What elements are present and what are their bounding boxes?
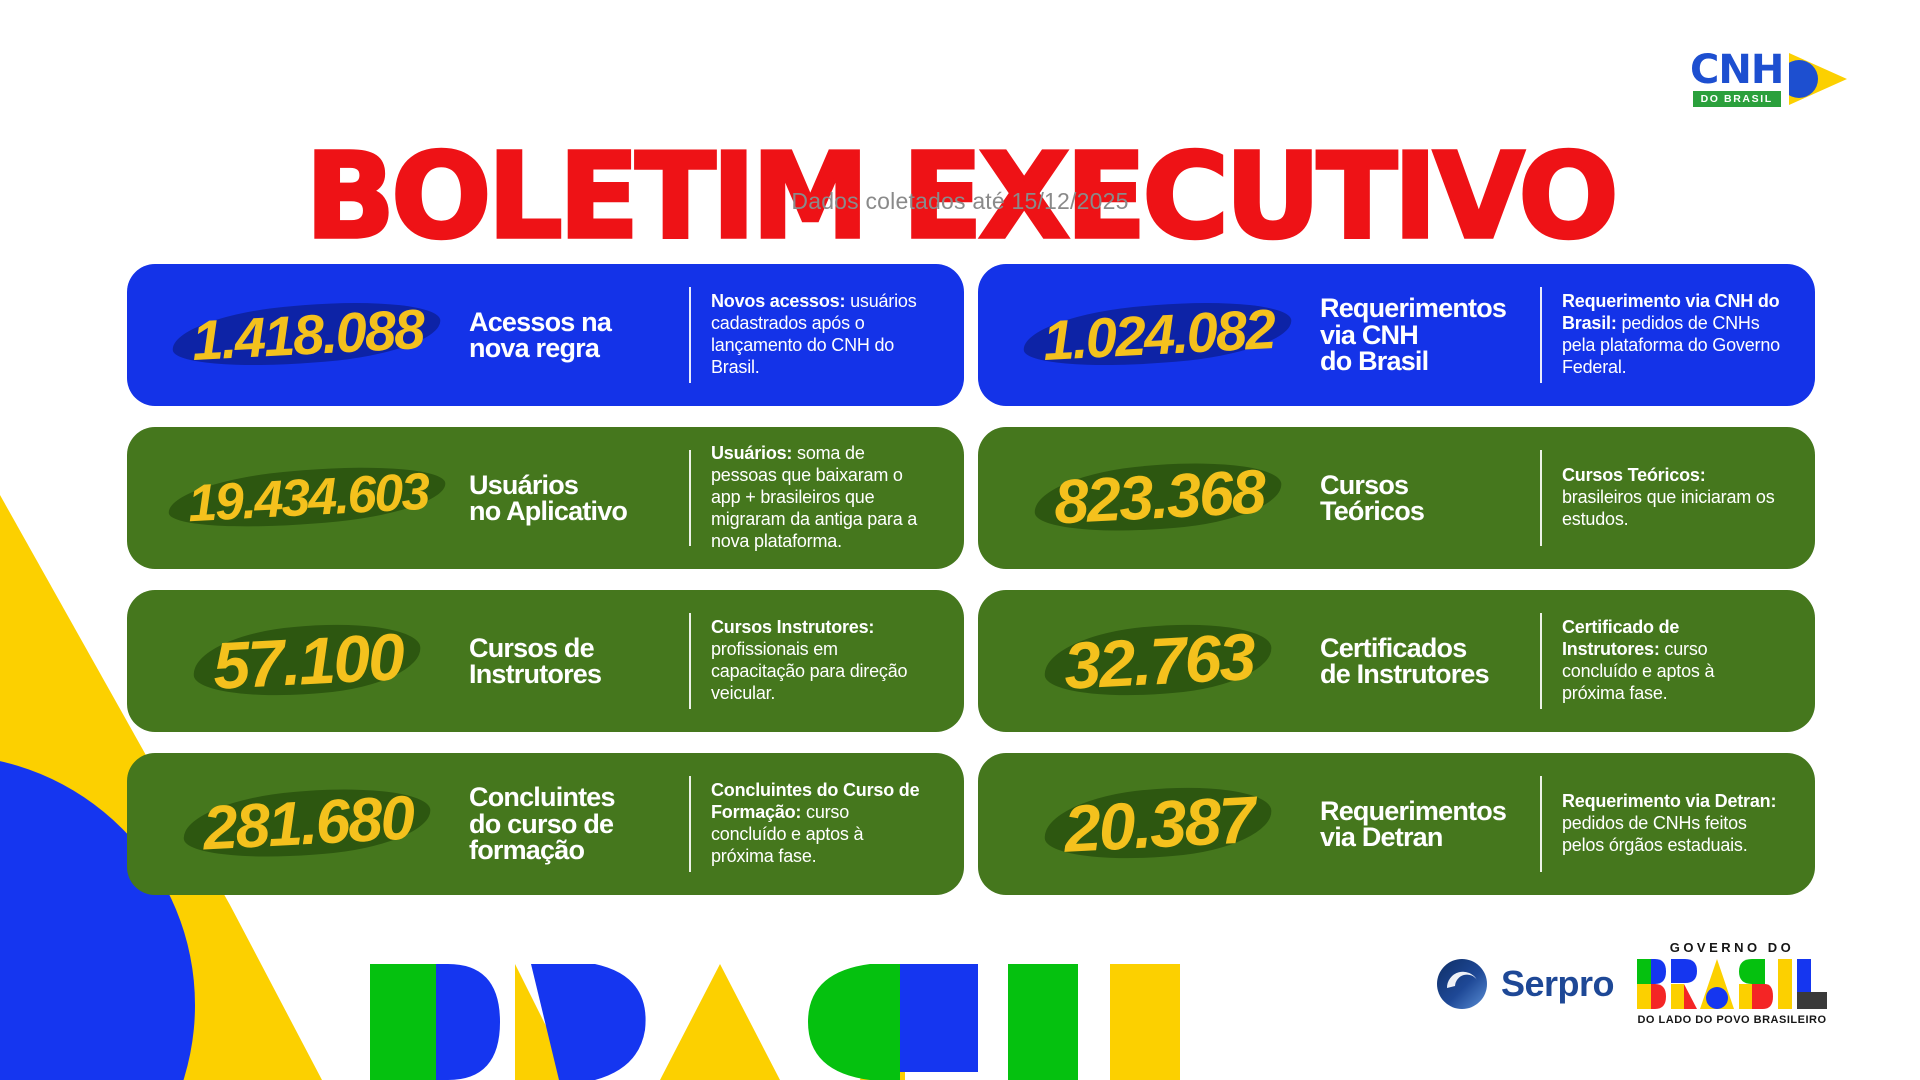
stat-value: 823.368 bbox=[1052, 457, 1266, 538]
stat-value-box: 19.434.603 bbox=[166, 456, 448, 541]
stat-value-box: 1.024.082 bbox=[1021, 291, 1295, 379]
governo-do-label: GOVERNO DO bbox=[1669, 940, 1795, 955]
cnh-logo-name: CNH bbox=[1690, 47, 1784, 94]
stat-value: 281.680 bbox=[201, 783, 415, 864]
stat-title: Concluintes do curso de formação bbox=[469, 782, 616, 866]
stat-value-area: 19.434.603 bbox=[163, 459, 453, 535]
cnh-logo-text: CNH DO BRASIL bbox=[1690, 47, 1784, 107]
governo-do-brasil-logo: GOVERNO DO DO LADO DO POVO BRASILEIRO bbox=[1633, 940, 1831, 1026]
stat-value-box: 823.368 bbox=[1031, 451, 1285, 544]
stat-description: Requerimento via Detran: pedidos de CNHs… bbox=[1562, 791, 1780, 857]
stat-description: Cursos Instrutores: profissionais em cap… bbox=[711, 617, 929, 705]
stat-description: Usuários: soma de pessoas que baixaram o… bbox=[711, 443, 929, 553]
stat-title: Usuários no Aplicativo bbox=[469, 469, 628, 526]
stat-value: 57.100 bbox=[211, 619, 405, 703]
stat-value-area: 57.100 bbox=[163, 617, 453, 704]
stat-description-body: pedidos de CNHs pela plataforma do Gover… bbox=[1562, 313, 1780, 377]
stat-description: Requerimento via CNH do Brasil: pedidos … bbox=[1562, 291, 1780, 379]
stat-title: Requerimentos via Detran bbox=[1320, 795, 1507, 852]
stat-value-box: 281.680 bbox=[180, 777, 434, 870]
stat-title: Certificados de Instrutores bbox=[1320, 632, 1490, 689]
stat-value-box: 57.100 bbox=[190, 613, 424, 709]
stat-value-box: 20.387 bbox=[1041, 776, 1275, 872]
stat-value-area: 823.368 bbox=[1014, 455, 1304, 539]
stat-card: 1.024.082 Requerimentos via CNH do Brasi… bbox=[978, 264, 1815, 406]
stat-description: Novos acessos: usuários cadastrados após… bbox=[711, 291, 929, 379]
serpro-logo: Serpro bbox=[1436, 958, 1615, 1010]
cnh-logo-tagline: DO BRASIL bbox=[1692, 91, 1781, 107]
stat-title: Cursos Teóricos bbox=[1320, 469, 1425, 526]
stat-description-lead: Novos acessos: bbox=[711, 291, 851, 312]
card-divider bbox=[1540, 450, 1542, 546]
letter-i-green bbox=[1008, 964, 1078, 1080]
stat-description-body: soma de pessoas que baixaram o app + bra… bbox=[711, 443, 918, 551]
brasil-wordmark-decoration bbox=[370, 964, 1180, 1080]
stat-value: 32.763 bbox=[1062, 619, 1256, 703]
serpro-logo-label: Serpro bbox=[1501, 963, 1615, 1004]
stat-value-box: 1.418.088 bbox=[170, 291, 444, 379]
stat-description-body: brasileiros que iniciaram os estudos. bbox=[1562, 487, 1775, 529]
stat-card: 20.387 Requerimentos via Detran Requerim… bbox=[978, 753, 1815, 895]
stat-card: 1.418.088 Acessos na nova regra Novos ac… bbox=[127, 264, 964, 406]
cnh-do-brasil-logo: CNH DO BRASIL bbox=[1690, 48, 1849, 110]
stat-title: Requerimentos via CNH do Brasil bbox=[1320, 293, 1507, 377]
governo-tagline: DO LADO DO POVO BRASILEIRO bbox=[1637, 1014, 1827, 1026]
stat-value-area: 1.024.082 bbox=[1014, 294, 1304, 374]
letter-r-blue bbox=[531, 964, 646, 1080]
card-divider bbox=[1540, 613, 1542, 709]
stat-value-area: 281.680 bbox=[163, 781, 453, 865]
stat-card: 32.763 Certificados de Instrutores Certi… bbox=[978, 590, 1815, 732]
stat-description-lead: Cursos Teóricos: bbox=[1562, 465, 1706, 486]
governo-brasil-wordmark bbox=[1637, 959, 1827, 1009]
stat-title: Acessos na nova regra bbox=[469, 306, 612, 363]
stat-card: 281.680 Concluintes do curso de formação… bbox=[127, 753, 964, 895]
card-divider bbox=[689, 613, 691, 709]
blue-corner-disc bbox=[0, 761, 195, 1080]
stat-description-body: usuários cadastrados após o lançamento d… bbox=[711, 291, 917, 377]
stat-value: 19.434.603 bbox=[186, 462, 430, 534]
stat-description: Certificado de Instrutores: curso conclu… bbox=[1562, 617, 1780, 705]
letter-b-blue bbox=[436, 964, 500, 1080]
letter-l-yellow bbox=[1110, 964, 1180, 1080]
page-subtitle: Dados coletados até 15/12/2025 bbox=[791, 188, 1129, 214]
stat-value: 1.418.088 bbox=[190, 296, 426, 373]
stat-description-body: curso concluído e aptos à próxima fase. bbox=[711, 802, 864, 866]
stat-value: 1.024.082 bbox=[1041, 296, 1277, 373]
stat-value: 20.387 bbox=[1062, 782, 1256, 866]
stat-description: Concluintes do Curso de Formação: curso … bbox=[711, 780, 929, 868]
stat-description-lead: Usuários: bbox=[711, 443, 798, 464]
stat-card: 19.434.603 Usuários no Aplicativo Usuári… bbox=[127, 427, 964, 569]
stat-description-lead: Requerimento via Detran: bbox=[1562, 791, 1777, 812]
stat-value-area: 32.763 bbox=[1014, 617, 1304, 704]
stat-value-box: 32.763 bbox=[1041, 613, 1275, 709]
stat-description-lead: Certificado de Instrutores: bbox=[1562, 617, 1680, 660]
stat-description-lead: Requerimento via CNH do Brasil: bbox=[1562, 291, 1780, 334]
stat-description-body: curso concluído e aptos à próxima fase. bbox=[1562, 639, 1715, 703]
stat-description-lead: Concluintes do Curso de Formação: bbox=[711, 780, 920, 823]
stat-description-body: profissionais em capacitação para direçã… bbox=[711, 639, 908, 703]
stat-value-area: 1.418.088 bbox=[163, 294, 453, 374]
stat-description-body: pedidos de CNHs feitos pelos órgãos esta… bbox=[1562, 813, 1748, 855]
serpro-swirl-icon bbox=[1437, 959, 1487, 1009]
stat-card: 823.368 Cursos Teóricos Cursos Teóricos:… bbox=[978, 427, 1815, 569]
card-divider bbox=[1540, 287, 1542, 383]
stat-description: Cursos Teóricos: brasileiros que iniciar… bbox=[1562, 465, 1780, 531]
letter-b-green bbox=[370, 964, 436, 1080]
stat-card: 57.100 Cursos de Instrutores Cursos Inst… bbox=[127, 590, 964, 732]
letter-s-blue bbox=[900, 964, 978, 1072]
card-divider bbox=[689, 287, 691, 383]
stat-description-lead: Cursos Instrutores: bbox=[711, 617, 875, 638]
stat-title: Cursos de Instrutores bbox=[469, 632, 602, 689]
card-divider bbox=[1540, 776, 1542, 872]
card-divider bbox=[689, 776, 691, 872]
stat-value-area: 20.387 bbox=[1014, 780, 1304, 867]
letter-a-yellow bbox=[660, 964, 780, 1080]
cnh-arrow-icon bbox=[1789, 53, 1848, 105]
card-divider bbox=[689, 450, 691, 546]
stat-cards-grid: 1.418.088 Acessos na nova regra Novos ac… bbox=[127, 264, 1815, 895]
page-title: BOLETIM EXECUTIVO bbox=[303, 127, 1620, 266]
letter-s-green bbox=[808, 964, 900, 1080]
